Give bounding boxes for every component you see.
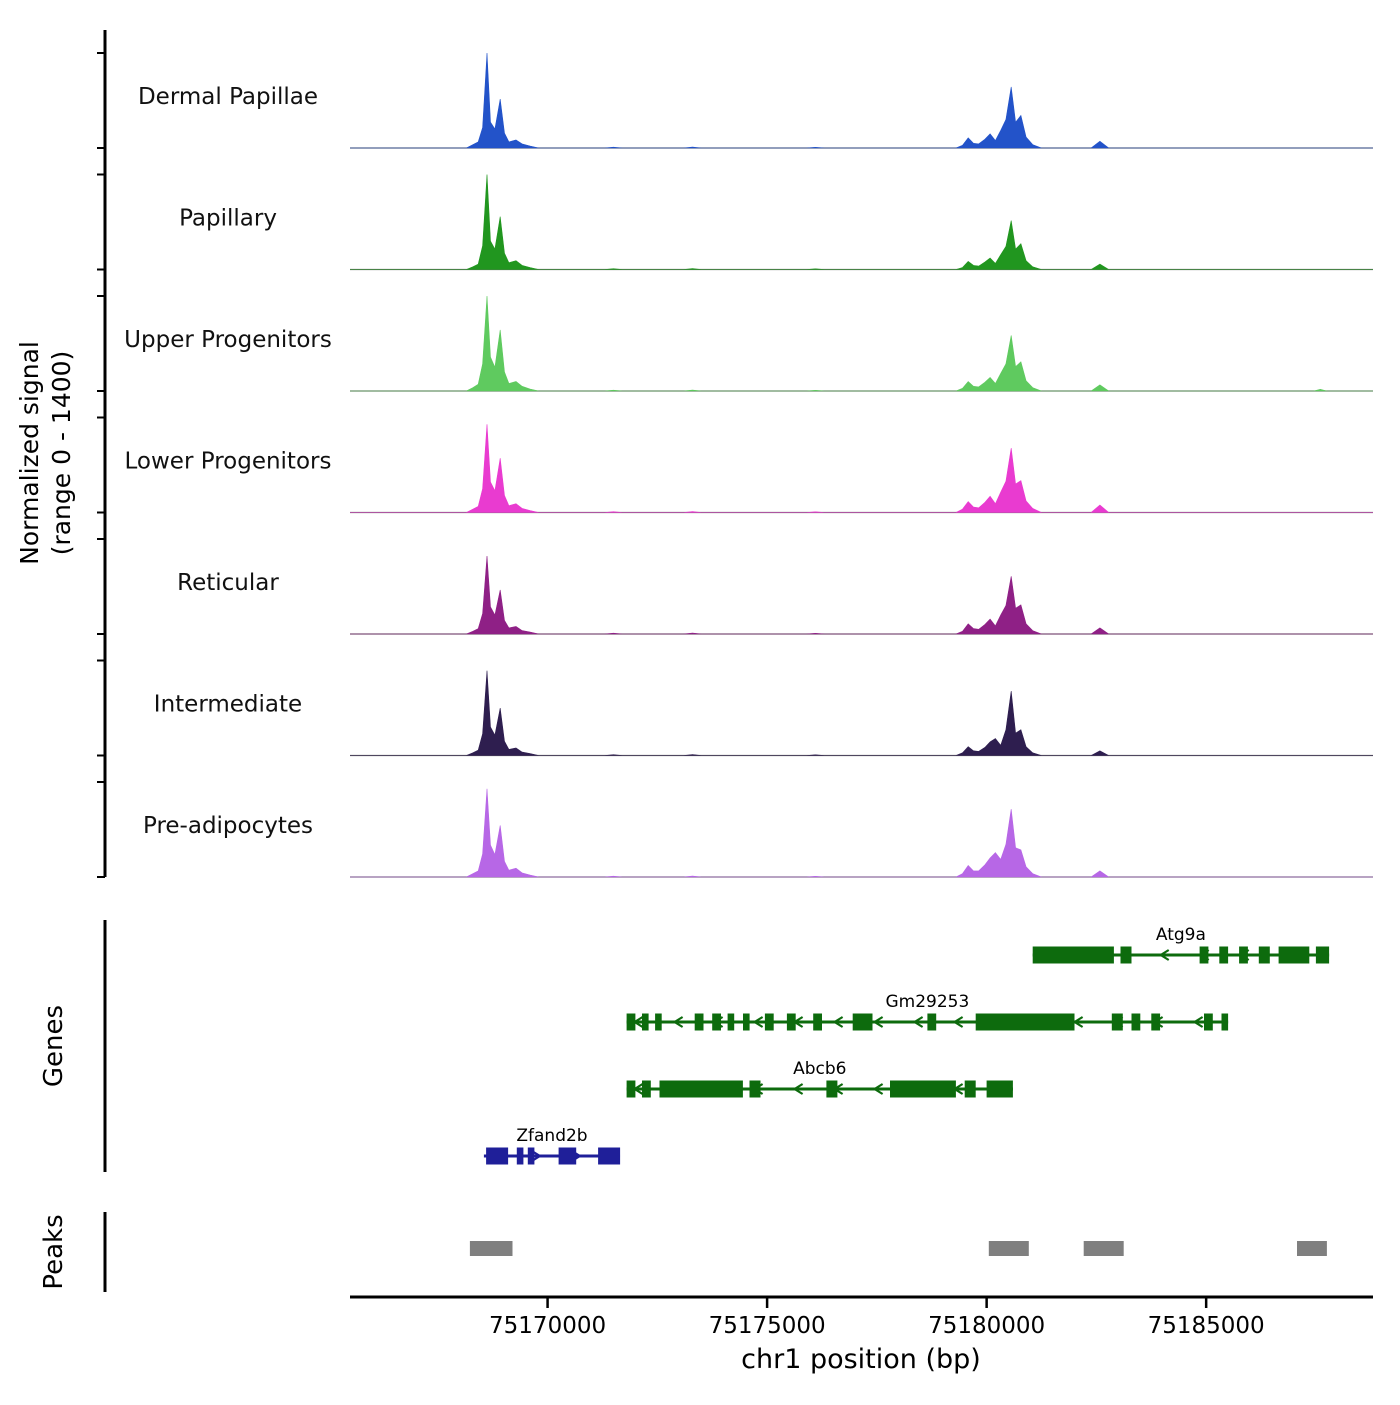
strand-arrow-icon <box>752 1016 764 1028</box>
gene-exon <box>516 1147 524 1165</box>
gene-exon <box>598 1147 621 1165</box>
gene-exon <box>694 1013 704 1031</box>
gene-exon <box>852 1013 873 1031</box>
gene-exon <box>727 1013 735 1031</box>
gene-exon <box>826 1080 838 1098</box>
y-axis-label-line1: Normalized signal <box>15 341 44 565</box>
signal-area <box>350 174 1373 270</box>
gene-exon <box>659 1080 743 1098</box>
track-label: Dermal Papillae <box>138 84 318 110</box>
y-axis-label-line2: (range 0 - 1400) <box>47 351 76 556</box>
signal-track-papillary: Papillary <box>97 173 1373 271</box>
gene-exon <box>1199 946 1209 964</box>
gene-exon <box>986 1080 1013 1098</box>
signal-area <box>350 52 1373 149</box>
peak-region <box>1083 1241 1124 1256</box>
gene-exon <box>642 1013 649 1031</box>
signal-area <box>350 555 1373 635</box>
gene-exon <box>527 1147 535 1165</box>
peaks-axis-label: Peaks <box>39 1214 69 1289</box>
genes-track-group: Atg9a Gm29253 Abcb6 Zfand2b <box>483 925 1330 1165</box>
gene-exon <box>890 1080 956 1098</box>
gene-abcb6: Abcb6 <box>626 1059 1013 1098</box>
x-axis-label: chr1 position (bp) <box>741 1344 981 1375</box>
gene-exon <box>712 1013 721 1031</box>
gene-exon <box>1278 946 1310 964</box>
strand-arrow-icon <box>872 1016 884 1028</box>
gene-exon <box>927 1013 937 1031</box>
strand-arrow-icon <box>832 1016 844 1028</box>
gene-exon <box>642 1080 651 1098</box>
peak-region <box>988 1241 1029 1256</box>
x-tick-label: 75175000 <box>709 1313 826 1339</box>
gene-exon <box>764 1013 774 1031</box>
gene-exon <box>975 1013 1075 1031</box>
signal-track-intermediate: Intermediate <box>97 659 1373 757</box>
gene-label: Zfand2b <box>516 1126 587 1146</box>
signal-track-dermal-papillae: Dermal Papillae <box>97 52 1373 149</box>
peaks-track-group <box>469 1241 1327 1256</box>
signal-area <box>350 670 1373 756</box>
signal-track-lower-progenitors: Lower Progenitors <box>97 416 1373 514</box>
track-label: Intermediate <box>154 692 302 718</box>
track-label: Pre-adipocytes <box>143 813 313 839</box>
strand-arrow-icon <box>672 1016 684 1028</box>
gene-exon <box>1258 946 1270 964</box>
strand-arrow-icon <box>792 1083 804 1095</box>
signal-area <box>350 295 1373 392</box>
gene-exon <box>1111 1013 1123 1031</box>
signal-track-upper-progenitors: Upper Progenitors <box>97 295 1373 392</box>
track-label: Lower Progenitors <box>125 449 332 475</box>
peak-region <box>1297 1241 1327 1256</box>
strand-arrow-icon <box>1192 1016 1204 1028</box>
gene-zfand2b: Zfand2b <box>483 1126 621 1165</box>
strand-arrow-icon <box>1158 949 1170 961</box>
gene-exon <box>1315 946 1330 964</box>
gene-exon <box>558 1147 577 1165</box>
genes-axis-label: Genes <box>39 1005 69 1087</box>
peak-region <box>469 1241 513 1256</box>
signal-tracks-group: Dermal Papillae Papillary Upper Progenitor… <box>97 52 1373 878</box>
gene-exon <box>486 1147 509 1165</box>
gene-label: Gm29253 <box>885 992 969 1012</box>
strand-arrow-icon <box>1072 1016 1084 1028</box>
gene-exon <box>626 1013 636 1031</box>
gene-label: Abcb6 <box>793 1059 846 1079</box>
x-tick-label: 75185000 <box>1148 1313 1265 1339</box>
gene-exon <box>655 1013 662 1031</box>
strand-arrow-icon <box>912 1016 924 1028</box>
track-label: Reticular <box>177 570 279 596</box>
signal-area <box>350 788 1373 878</box>
x-tick-label: 75180000 <box>928 1313 1045 1339</box>
gene-exon <box>1221 1013 1229 1031</box>
track-label: Upper Progenitors <box>124 327 332 353</box>
gene-label: Atg9a <box>1156 925 1206 945</box>
gene-exon <box>813 1013 822 1031</box>
gene-gm29253: Gm29253 <box>626 992 1229 1031</box>
gene-exon <box>786 1013 796 1031</box>
gene-exon <box>1151 1013 1161 1031</box>
x-axis-group: 75170000 75175000 75180000 75185000 <box>350 1295 1373 1339</box>
gene-exon <box>1120 946 1132 964</box>
track-label: Papillary <box>179 206 277 232</box>
gene-exon <box>749 1080 761 1098</box>
gene-exon <box>1219 946 1229 964</box>
strand-arrow-icon <box>872 1083 884 1095</box>
gene-exon <box>1239 946 1248 964</box>
signal-track-reticular: Reticular <box>97 538 1373 635</box>
gene-exon <box>1204 1013 1213 1031</box>
gene-exon <box>964 1080 976 1098</box>
strand-arrow-icon <box>531 1150 542 1162</box>
gene-exon <box>626 1080 636 1098</box>
gene-exon <box>743 1013 750 1031</box>
gene-atg9a: Atg9a <box>1032 925 1330 964</box>
x-tick-label: 75170000 <box>489 1313 606 1339</box>
gene-exon <box>1131 1013 1141 1031</box>
signal-area <box>350 424 1373 513</box>
strand-arrow-icon <box>952 1016 964 1028</box>
gene-exon <box>1032 946 1114 964</box>
signal-track-pre-adipocytes: Pre-adipocytes <box>97 781 1373 878</box>
